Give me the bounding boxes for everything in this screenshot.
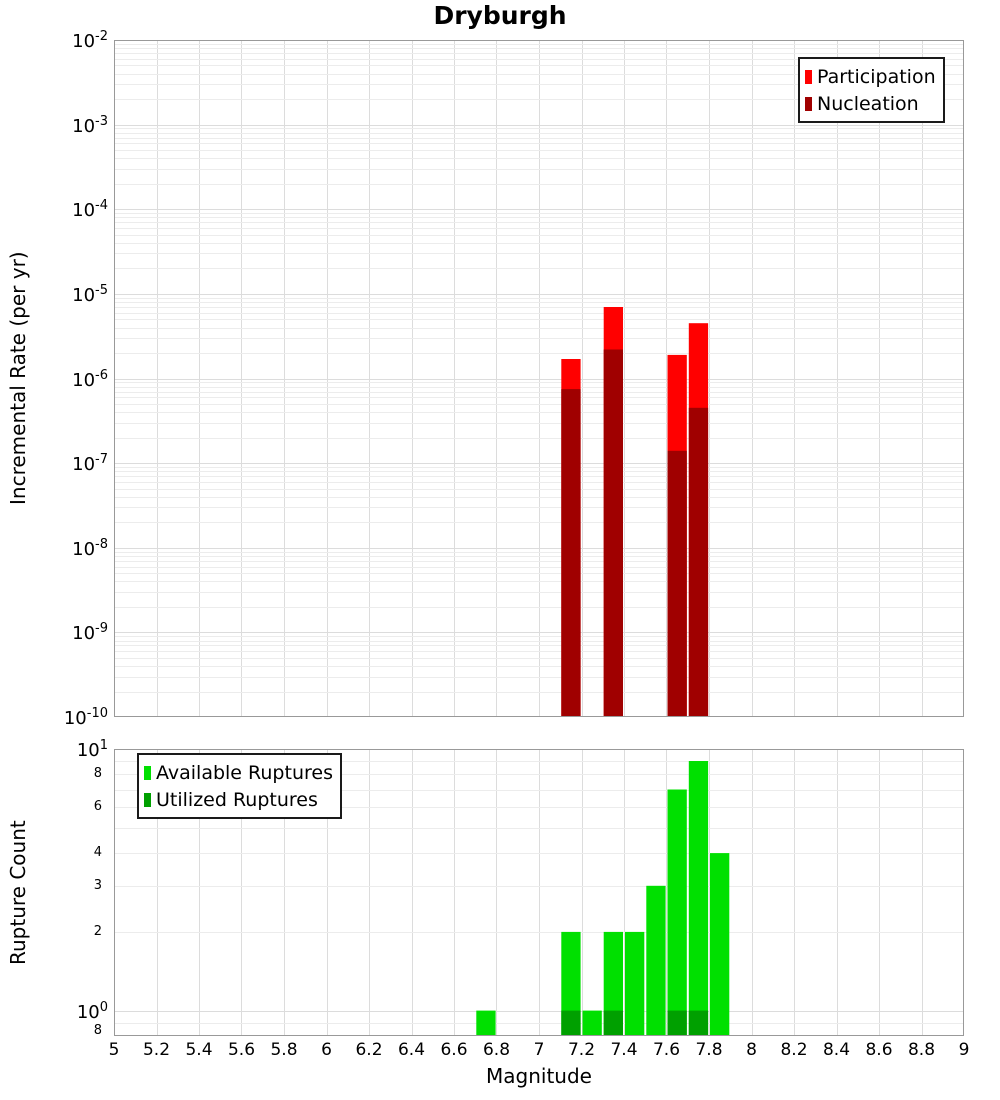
y-minor-tick-label: 6 (93, 799, 102, 815)
legend-label-participation: Participation (817, 65, 936, 88)
bar (561, 931, 581, 1036)
y-tick-label: 10-9 (72, 621, 108, 645)
x-tick-label: 6.6 (440, 1040, 468, 1060)
y-minor-tick-label: 8 (93, 766, 102, 782)
bar (710, 853, 730, 1036)
x-tick-label: 5.8 (270, 1040, 298, 1060)
bar (603, 1010, 623, 1036)
chart-title: Dryburgh (433, 1, 567, 30)
y-tick-label: 10-5 (72, 282, 108, 306)
x-tick-label: 7.4 (610, 1040, 638, 1060)
bar (561, 389, 581, 717)
x-tick-label: 8.6 (865, 1040, 893, 1060)
rupture-count-plot (114, 749, 964, 1036)
bars-nucleation (561, 349, 709, 717)
bar (688, 407, 709, 717)
bar (667, 450, 687, 717)
x-tick-label: 6.4 (397, 1040, 426, 1060)
y-tick-label: 10-3 (72, 113, 108, 137)
legend-entry-utilized-ruptures: Utilized Ruptures (144, 786, 333, 813)
bars-utilized-ruptures (561, 1010, 709, 1036)
y-minor-tick-label: 4 (93, 845, 102, 861)
x-axis-label-magnitude: Magnitude (486, 1064, 592, 1088)
x-tick-label: 7.8 (695, 1040, 723, 1060)
y-tick-label: 10-2 (72, 29, 108, 52)
y-tick-label: 100 (76, 999, 108, 1023)
y-tick-label: 101 (76, 738, 108, 761)
rate-legend: Participation Nucleation (798, 57, 945, 123)
incremental-rate-plot (114, 40, 964, 717)
y-tick-label: 10-8 (72, 536, 108, 560)
plot-border (114, 40, 964, 717)
x-tick-label: 5.2 (142, 1040, 171, 1060)
legend-entry-available-ruptures: Available Ruptures (144, 759, 333, 786)
x-tick-label: 8.2 (780, 1040, 808, 1060)
x-tick-label: 8.4 (822, 1040, 851, 1060)
legend-label-available-ruptures: Available Ruptures (156, 761, 333, 784)
legend-label-utilized-ruptures: Utilized Ruptures (156, 788, 318, 811)
x-tick-label: 7.6 (652, 1040, 681, 1060)
bar (667, 789, 687, 1036)
y-tick-label: 10-4 (72, 198, 108, 222)
bar (476, 1010, 496, 1036)
bars-available-ruptures (476, 761, 730, 1036)
incremental-rate-svg (114, 40, 964, 717)
legend-entry-participation: Participation (805, 63, 936, 90)
x-tick-label: 6.8 (482, 1040, 511, 1060)
rupture-count-svg (114, 749, 964, 1036)
y-tick-label: 10-6 (72, 367, 108, 391)
x-tick-label: 8 (746, 1040, 757, 1060)
bar (667, 1010, 687, 1036)
bar (625, 931, 645, 1036)
x-tick-label: 9 (958, 1040, 970, 1060)
legend-entry-nucleation: Nucleation (805, 90, 936, 117)
y-minor-tick-label: 3 (93, 877, 102, 893)
nucleation-swatch (805, 96, 812, 111)
bar (561, 1010, 581, 1036)
bar (688, 761, 709, 1036)
participation-swatch (805, 69, 812, 84)
x-tick-label: 5.4 (185, 1040, 213, 1060)
y-minor-tick-label: 2 (93, 923, 102, 939)
bar (646, 885, 666, 1036)
x-tick-label: 5.6 (227, 1040, 256, 1060)
x-tick-label: 7 (533, 1040, 545, 1060)
x-tick-label: 5 (108, 1040, 120, 1060)
bar (688, 1010, 709, 1036)
x-tick-label: 8.8 (907, 1040, 936, 1060)
x-tick-label: 7.2 (567, 1040, 596, 1060)
y-tick-label: 10-7 (72, 452, 108, 476)
y-minor-tick-label: 8 (93, 1023, 102, 1038)
bar (603, 349, 623, 717)
x-tick-label: 6.2 (355, 1040, 383, 1060)
bar (582, 1010, 602, 1036)
y-tick-label: 10-10 (63, 706, 108, 729)
utilized-ruptures-swatch (144, 792, 151, 807)
count-legend: Available Ruptures Utilized Ruptures (137, 753, 342, 819)
gridlines (114, 40, 964, 717)
available-ruptures-swatch (144, 765, 151, 780)
legend-label-nucleation: Nucleation (817, 92, 919, 115)
x-tick-label: 6 (321, 1040, 332, 1060)
bar (603, 931, 623, 1036)
plot-border (114, 749, 964, 1036)
